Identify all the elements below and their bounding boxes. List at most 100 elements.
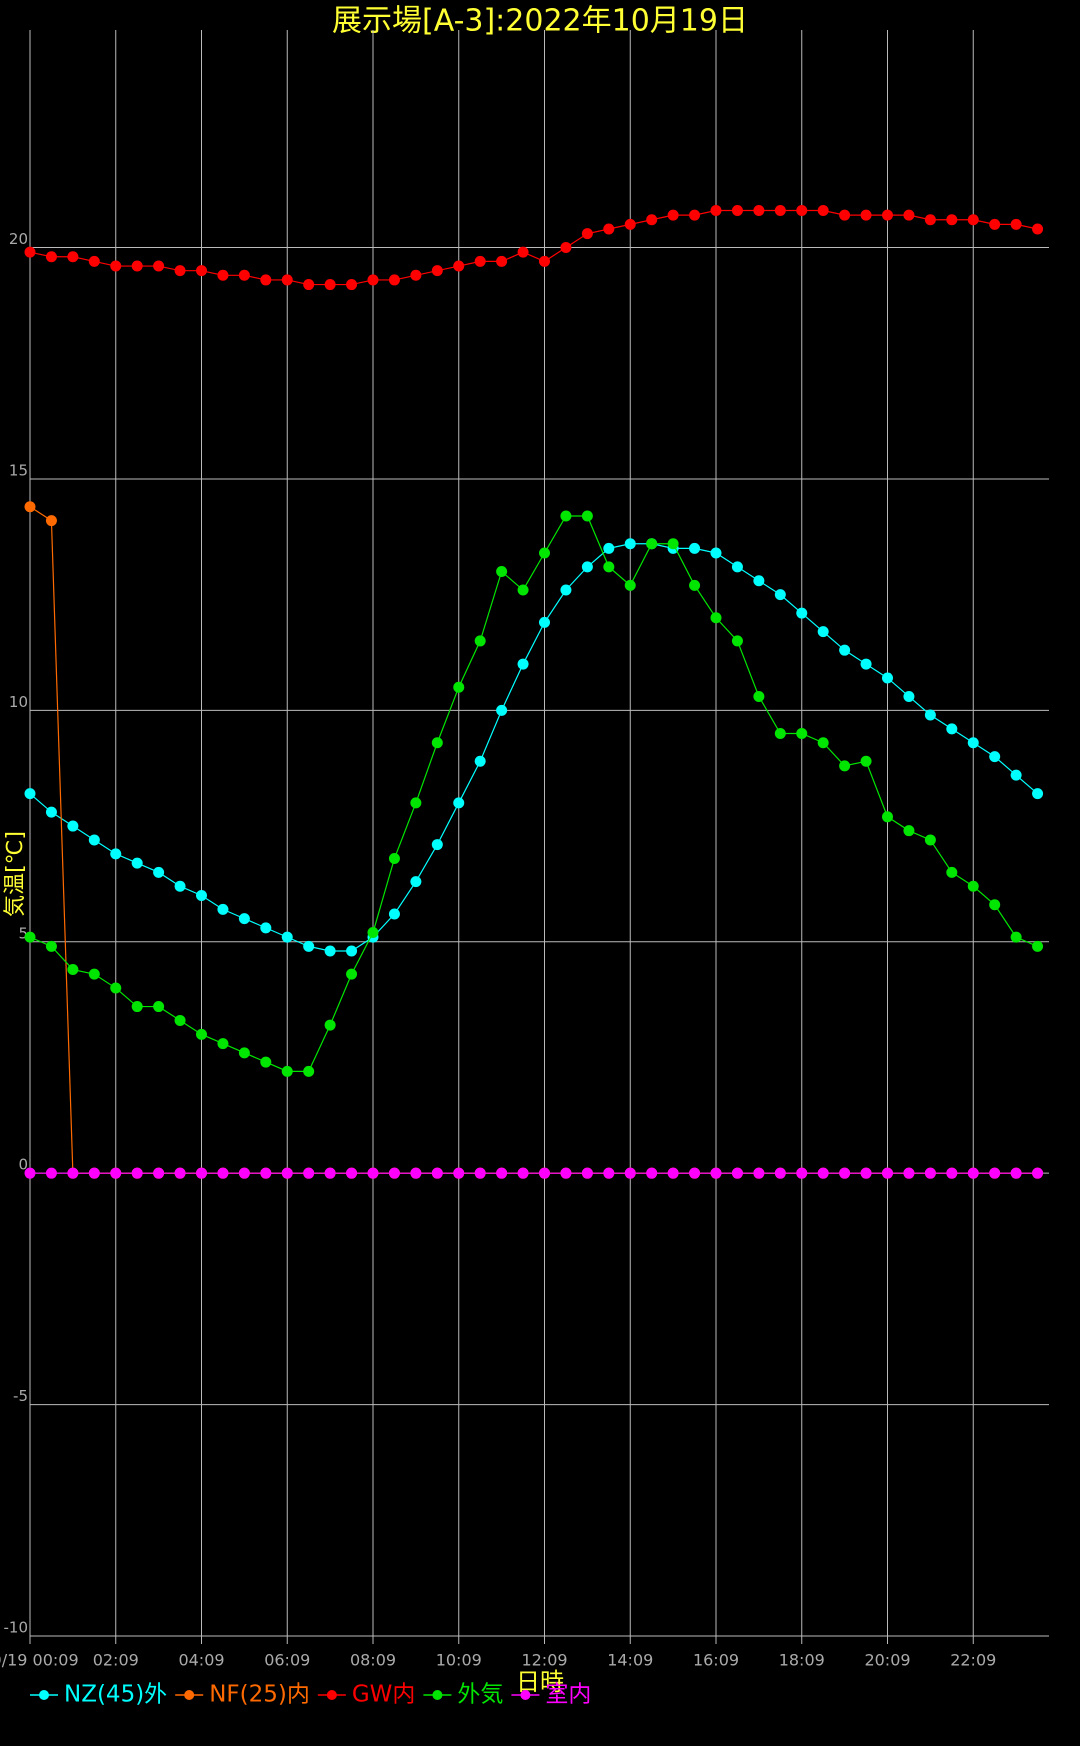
data-point — [1032, 223, 1044, 235]
data-point — [903, 825, 915, 837]
data-point — [753, 1167, 765, 1179]
data-point — [217, 1038, 229, 1050]
data-point — [217, 903, 229, 915]
data-point — [367, 927, 379, 939]
data-point — [517, 246, 529, 258]
data-point — [860, 209, 872, 221]
data-point — [817, 737, 829, 749]
data-point — [110, 1167, 122, 1179]
data-point — [496, 566, 508, 578]
data-point — [131, 1001, 143, 1013]
data-point — [496, 1167, 508, 1179]
y-tick-label: 15 — [9, 461, 28, 479]
data-point — [882, 1167, 894, 1179]
data-point — [667, 209, 679, 221]
data-point — [260, 922, 272, 934]
data-point — [67, 964, 79, 976]
data-point — [839, 760, 851, 772]
data-point — [474, 635, 486, 647]
data-point — [410, 876, 422, 888]
data-point — [839, 644, 851, 656]
data-point — [989, 899, 1001, 911]
data-point — [24, 788, 36, 800]
data-point — [67, 1167, 79, 1179]
data-point — [817, 205, 829, 217]
x-tick-label: 10/19 00:09 — [0, 1651, 79, 1670]
data-point — [324, 279, 336, 291]
data-point — [882, 209, 894, 221]
data-point — [238, 1047, 250, 1059]
data-point — [196, 889, 208, 901]
data-point — [45, 806, 57, 818]
data-point — [1010, 769, 1022, 781]
data-point — [796, 205, 808, 217]
x-tick-label: 08:09 — [350, 1651, 396, 1670]
data-point — [1010, 931, 1022, 943]
data-point — [346, 968, 358, 980]
data-point — [689, 209, 701, 221]
data-point — [774, 1167, 786, 1179]
data-point — [839, 1167, 851, 1179]
data-point — [860, 755, 872, 767]
data-point — [238, 269, 250, 281]
data-point — [45, 940, 57, 952]
data-point — [496, 255, 508, 267]
data-point — [196, 1028, 208, 1040]
data-point — [24, 931, 36, 943]
data-point — [217, 269, 229, 281]
data-point — [67, 251, 79, 263]
data-point — [388, 852, 400, 864]
data-point — [367, 274, 379, 286]
data-point — [624, 538, 636, 550]
y-tick-label: 0 — [18, 1156, 28, 1174]
data-point — [45, 251, 57, 263]
data-point — [581, 561, 593, 573]
legend-marker — [520, 1690, 531, 1700]
chart-title: 展示場[A-3]:2022年10月19日 — [332, 4, 748, 39]
data-point — [646, 538, 658, 550]
data-point — [303, 1167, 315, 1179]
y-tick-label: 20 — [9, 230, 28, 248]
data-point — [110, 982, 122, 994]
data-point — [45, 1167, 57, 1179]
data-point — [753, 205, 765, 217]
y-tick-label: -10 — [4, 1619, 29, 1637]
data-point — [967, 737, 979, 749]
data-point — [431, 737, 443, 749]
x-tick-label: 20:09 — [864, 1651, 910, 1670]
data-point — [903, 690, 915, 702]
data-point — [131, 1167, 143, 1179]
data-point — [560, 510, 572, 522]
data-point — [88, 255, 100, 267]
legend-label: GW内 — [352, 1682, 416, 1708]
x-tick-label: 12:09 — [521, 1651, 567, 1670]
data-point — [24, 246, 36, 258]
data-point — [388, 1167, 400, 1179]
data-point — [260, 1167, 272, 1179]
data-point — [110, 848, 122, 860]
data-point — [603, 223, 615, 235]
data-point — [539, 616, 551, 628]
data-point — [517, 584, 529, 596]
data-point — [303, 1065, 315, 1077]
series-line — [29, 515, 1038, 1072]
series — [24, 510, 1044, 1077]
data-point — [817, 626, 829, 638]
data-point — [774, 205, 786, 217]
data-point — [303, 940, 315, 952]
data-point — [774, 589, 786, 601]
data-point — [453, 1167, 465, 1179]
data-point — [731, 561, 743, 573]
data-point — [689, 542, 701, 554]
data-point — [539, 255, 551, 267]
data-point — [431, 265, 443, 277]
data-point — [967, 214, 979, 226]
legend-label: 外気 — [457, 1682, 503, 1708]
series — [24, 538, 1044, 957]
data-point — [539, 547, 551, 559]
data-point — [174, 1014, 186, 1026]
data-point — [260, 274, 272, 286]
data-point — [153, 1001, 165, 1013]
data-point — [196, 265, 208, 277]
